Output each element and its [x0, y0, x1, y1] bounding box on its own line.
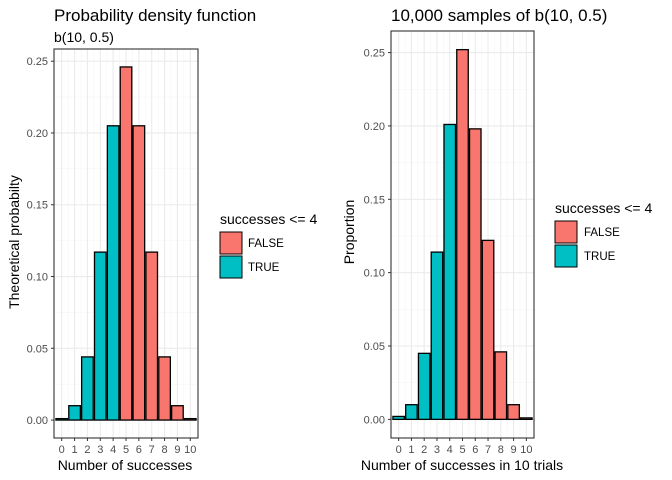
right-x-tick-label: 0 [396, 444, 402, 456]
left-y-axis-label: Theoretical probabilty [6, 175, 22, 309]
left-bar-2 [80, 356, 94, 421]
right-bar-4 [443, 123, 457, 421]
left-y-tick-label: 0.05 [27, 343, 48, 355]
left-y-tick-label: 0.10 [27, 272, 48, 284]
right-bar-3 [430, 251, 444, 421]
right-y-tick-label: 0.00 [364, 414, 385, 426]
left-x-tick-label: 6 [136, 444, 142, 456]
right-chart-title: 10,000 samples of b(10, 0.5) [391, 6, 607, 25]
left-bar-1 [68, 405, 82, 421]
left-x-tick-label: 5 [123, 444, 129, 456]
left-bar-6 [132, 125, 146, 421]
right-x-axis-ticks: 0 1 2 3 4 5 6 7 8 9 10 [396, 438, 532, 456]
right-x-axis-label: Number of successes in 10 trials [361, 457, 563, 473]
right-legend-true-swatch [554, 244, 578, 268]
left-legend: successes <= 4 FALSE TRUE [219, 211, 317, 279]
right-bar-8 [494, 351, 508, 421]
left-legend-false-swatch [219, 231, 243, 255]
right-y-axis-ticks: 0.00 0.05 0.10 0.15 0.20 0.25 [364, 48, 391, 426]
right-y-tick-label: 0.20 [364, 121, 385, 133]
left-legend-false-label: FALSE [248, 238, 284, 250]
right-bar-5 [456, 48, 469, 421]
left-legend-title: successes <= 4 [220, 211, 317, 227]
right-bar-10 [519, 417, 533, 421]
right-bar-1 [405, 404, 418, 421]
left-x-tick-label: 1 [72, 444, 78, 456]
left-x-axis-label: Number of successes [58, 457, 193, 473]
right-x-tick-label: 5 [459, 444, 465, 456]
left-x-tick-label: 0 [59, 444, 65, 456]
right-legend-title: successes <= 4 [555, 200, 652, 216]
right-x-tick-label: 1 [408, 444, 414, 456]
left-x-tick-label: 3 [97, 444, 103, 456]
right-x-tick-label: 6 [472, 444, 478, 456]
left-y-tick-label: 0.20 [27, 128, 48, 140]
right-bar-9 [507, 404, 520, 421]
left-x-tick-label: 4 [110, 444, 116, 456]
left-bar-0 [55, 417, 69, 421]
right-y-tick-label: 0.05 [364, 341, 385, 353]
right-y-tick-label: 0.15 [364, 194, 385, 206]
left-bar-3 [93, 251, 107, 421]
left-y-tick-label: 0.25 [27, 56, 48, 68]
right-bar-2 [417, 352, 431, 421]
right-y-tick-label: 0.10 [364, 268, 385, 280]
right-x-tick-label: 4 [447, 444, 453, 456]
right-legend: successes <= 4 FALSE TRUE [554, 200, 652, 268]
left-chart-subtitle: b(10, 0.5) [54, 29, 114, 45]
right-bar-7 [481, 239, 495, 421]
right-x-tick-label: 7 [485, 444, 491, 456]
left-x-tick-label: 10 [184, 444, 196, 456]
right-plot-panel [390, 30, 535, 439]
left-legend-true-swatch [219, 255, 243, 279]
right-bar-6 [468, 128, 482, 421]
right-y-axis-label: Proportion [341, 200, 357, 265]
left-bar-4 [106, 125, 120, 421]
right-x-tick-label: 10 [520, 444, 532, 456]
left-y-tick-label: 0.15 [27, 200, 48, 212]
left-x-axis-ticks: 0 1 2 3 4 5 6 7 8 9 10 [59, 438, 196, 456]
right-y-tick-label: 0.25 [364, 48, 385, 60]
left-x-tick-label: 7 [149, 444, 155, 456]
right-x-tick-label: 8 [498, 444, 504, 456]
left-bar-8 [158, 356, 172, 421]
right-legend-true-label: TRUE [584, 251, 616, 263]
left-y-axis-ticks: 0.00 0.05 0.10 0.15 0.20 0.25 [27, 56, 54, 427]
left-plot-panel [53, 48, 199, 439]
right-x-tick-label: 9 [511, 444, 517, 456]
left-bar-5 [119, 66, 133, 421]
right-x-tick-label: 3 [434, 444, 440, 456]
right-x-tick-label: 2 [421, 444, 427, 456]
left-x-tick-label: 8 [162, 444, 168, 456]
left-bar-10 [183, 417, 197, 421]
right-legend-false-label: FALSE [584, 227, 620, 239]
left-x-tick-label: 2 [84, 444, 90, 456]
left-bar-9 [170, 405, 184, 421]
right-bar-0 [392, 415, 406, 421]
left-y-tick-label: 0.00 [27, 415, 48, 427]
left-bar-7 [145, 251, 159, 421]
left-legend-true-label: TRUE [248, 262, 280, 274]
chart-left: Probability density function b(10, 0.5) … [6, 6, 317, 473]
right-legend-false-swatch [554, 220, 578, 244]
left-chart-title: Probability density function [54, 6, 256, 25]
left-x-tick-label: 9 [174, 444, 180, 456]
